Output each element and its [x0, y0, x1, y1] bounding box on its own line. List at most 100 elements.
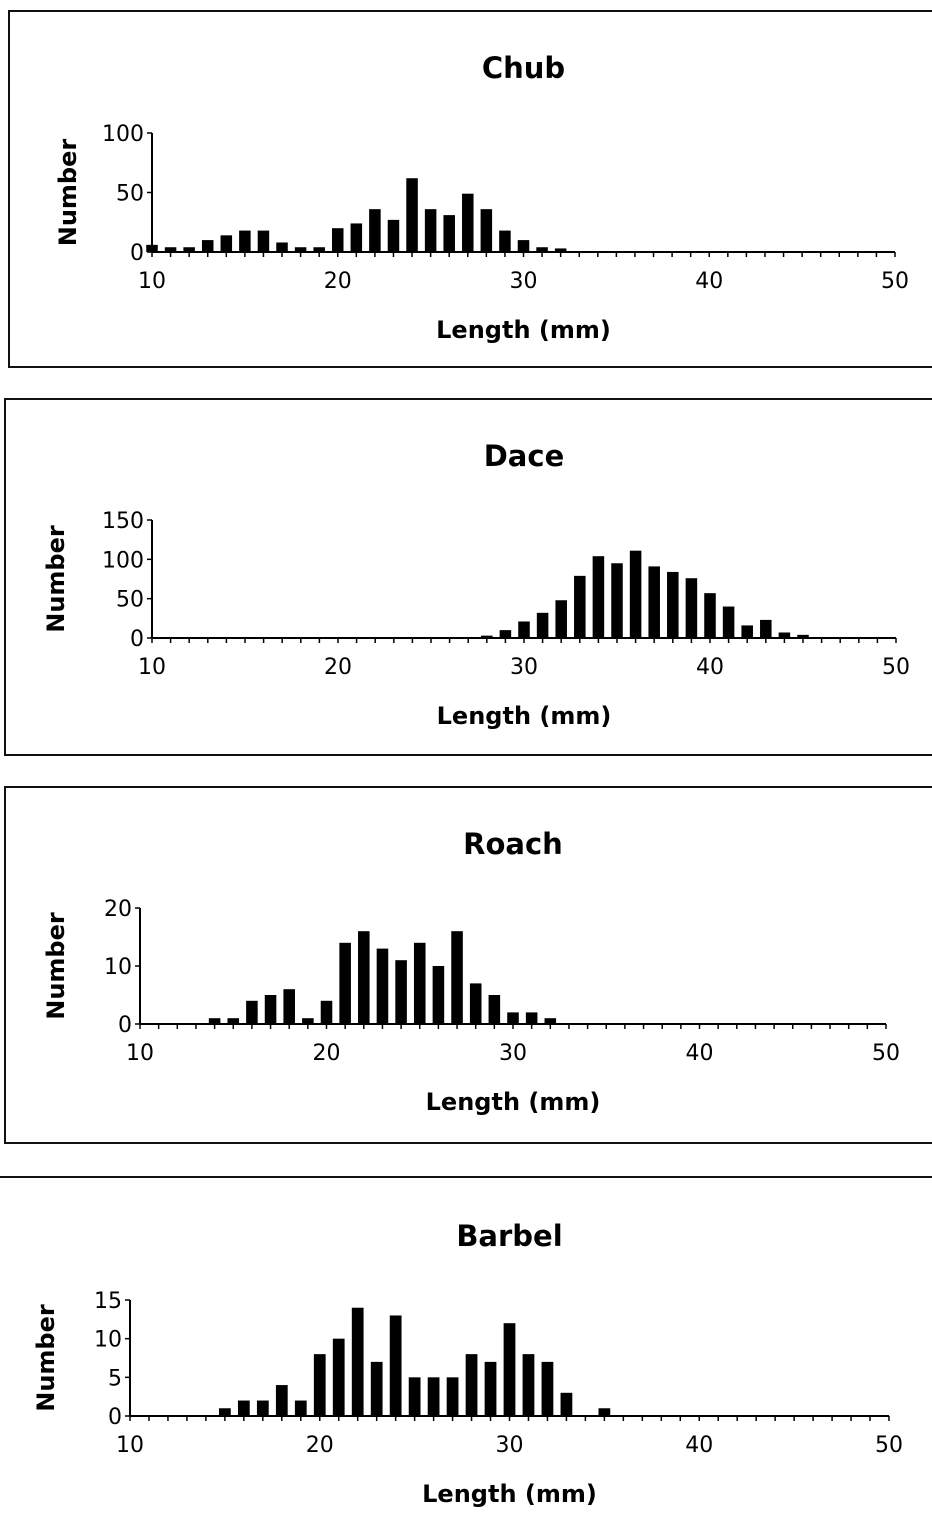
bar	[320, 1000, 333, 1024]
bar	[239, 230, 251, 252]
y-axis-label: Number	[42, 525, 70, 633]
bar	[522, 1354, 535, 1416]
bar	[413, 942, 426, 1024]
y-tick-label: 50	[116, 588, 144, 613]
bar	[369, 209, 381, 252]
bar	[648, 566, 660, 638]
x-tick-label: 10	[138, 655, 166, 680]
bar	[227, 1018, 240, 1024]
chart-title: Dace	[484, 439, 565, 473]
bar	[220, 235, 233, 252]
bar	[183, 247, 195, 252]
y-tick-label: 0	[130, 627, 144, 652]
y-axis-label: Number	[32, 1304, 60, 1412]
bar	[256, 1400, 269, 1416]
bar	[722, 606, 735, 638]
bar	[629, 550, 642, 638]
chart-panel-dace: Dace Number Length (mm) 10 20 30 40 50 0 50 100 150	[4, 398, 932, 756]
bar	[424, 209, 437, 252]
bar	[432, 966, 445, 1024]
bar	[488, 995, 501, 1024]
x-tick-label: 20	[324, 269, 352, 294]
chart-panel-roach: Roach Number Length (mm) 10 20 30 40 50 0 10 20	[4, 786, 932, 1144]
bar	[387, 219, 400, 252]
bar	[462, 193, 474, 252]
y-tick-label: 100	[102, 548, 144, 573]
bar	[536, 247, 548, 252]
bar	[797, 634, 809, 638]
bar	[358, 931, 370, 1024]
x-tick-label: 30	[499, 1041, 527, 1066]
y-axis-label: Number	[42, 912, 70, 1020]
bar	[525, 1012, 538, 1024]
bar	[389, 1315, 402, 1416]
x-tick-label: 30	[496, 1433, 524, 1458]
bar	[517, 240, 530, 252]
bar	[350, 223, 363, 252]
bar	[237, 1400, 250, 1416]
x-tick-label: 30	[510, 655, 538, 680]
y-tick-label: 0	[108, 1405, 122, 1430]
bar	[481, 635, 493, 638]
y-tick-label: 10	[94, 1328, 122, 1353]
chart-roach: Roach Number Length (mm) 10 20 30 40 50 0 10 20	[42, 827, 900, 1116]
bar	[264, 995, 277, 1024]
bar	[451, 931, 463, 1024]
x-axis-label: Length (mm)	[436, 316, 611, 344]
y-tick-label: 20	[104, 897, 132, 922]
bar	[554, 248, 567, 252]
bar	[499, 230, 511, 252]
bar	[611, 563, 623, 638]
bar	[294, 247, 307, 252]
y-tick-label: 5	[108, 1366, 122, 1391]
bar	[555, 600, 567, 638]
chart-panel-chub: Chub Number Length (mm) 10 20 30 40 50 0 50 100	[8, 10, 932, 368]
bar	[503, 1323, 516, 1416]
bar	[446, 1377, 459, 1416]
bar	[427, 1377, 440, 1416]
bar	[313, 247, 325, 252]
bar	[370, 1361, 383, 1416]
bar	[536, 612, 549, 638]
bar	[339, 942, 351, 1024]
x-tick-label: 40	[685, 1433, 713, 1458]
bar	[541, 1361, 554, 1416]
y-tick-label: 50	[116, 182, 144, 207]
bar	[741, 625, 753, 638]
bar	[257, 230, 270, 252]
chart-barbel: Barbel Number Length (mm) 10 20 30 40 50 0 5 10 15	[32, 1219, 903, 1508]
bar	[332, 1338, 345, 1416]
bar	[685, 578, 698, 638]
bar	[469, 983, 482, 1024]
x-axis-label: Length (mm)	[422, 1480, 597, 1508]
bar	[276, 242, 288, 252]
x-tick-label: 40	[695, 269, 723, 294]
x-tick-label: 10	[116, 1433, 144, 1458]
x-tick-label: 50	[881, 269, 909, 294]
x-tick-label: 10	[138, 269, 166, 294]
bar	[560, 1392, 573, 1416]
chart-panel-barbel: Barbel Number Length (mm) 10 20 30 40 50 0 5 10 15	[0, 1176, 932, 1534]
y-axis-label: Number	[54, 139, 82, 247]
bar	[294, 1400, 307, 1416]
bar	[518, 621, 530, 638]
bar	[592, 556, 605, 638]
bar	[275, 1385, 288, 1416]
x-tick-label: 20	[313, 1041, 341, 1066]
bar	[395, 960, 407, 1024]
bar	[164, 247, 177, 252]
bar	[760, 619, 772, 638]
chart-title: Chub	[482, 51, 565, 85]
chart-dace: Dace Number Length (mm) 10 20 30 40 50 0 50 100 150	[42, 439, 910, 730]
bar	[208, 1018, 221, 1024]
bar	[201, 240, 214, 252]
chart-title: Roach	[463, 827, 563, 861]
bar	[302, 1018, 314, 1024]
chart-title: Barbel	[456, 1219, 562, 1253]
bar	[544, 1018, 557, 1024]
x-tick-label: 10	[126, 1041, 154, 1066]
x-axis-label: Length (mm)	[437, 702, 612, 730]
x-tick-label: 40	[686, 1041, 714, 1066]
x-tick-label: 20	[324, 655, 352, 680]
x-tick-label: 20	[306, 1433, 334, 1458]
